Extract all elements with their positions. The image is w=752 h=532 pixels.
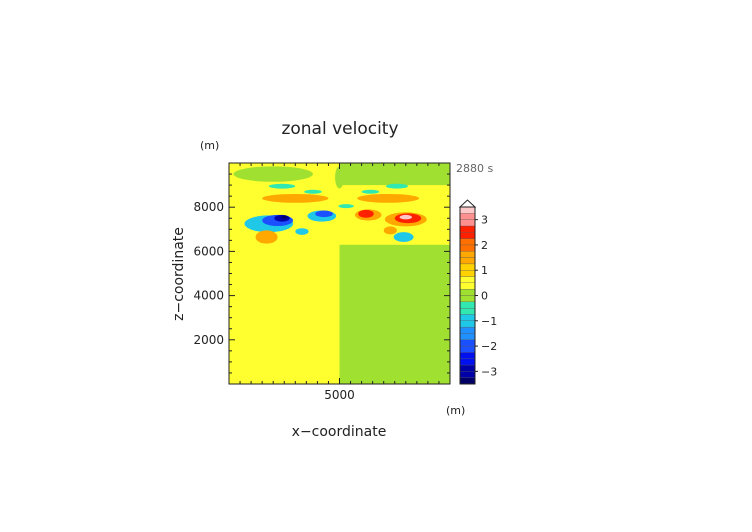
colorbar-tick-label: 3 <box>481 214 488 227</box>
velocity-contour <box>281 215 287 219</box>
colorbar-segment <box>459 345 476 353</box>
y-axis-label: z−coordinate <box>171 227 187 321</box>
velocity-contour <box>366 166 446 182</box>
colorbar-segment <box>459 364 476 372</box>
velocity-contour <box>304 189 322 194</box>
z-unit-label: (m) <box>200 139 219 152</box>
colorbar-segment <box>459 320 476 328</box>
colorbar-segment <box>459 251 476 258</box>
colorbar-segment <box>459 238 476 246</box>
colorbar-segment <box>459 339 476 347</box>
colorbar-segment <box>459 282 476 290</box>
z-tick-label: 2000 <box>193 333 224 347</box>
colorbar-segment <box>459 314 476 321</box>
colorbar-tick-label: 2 <box>481 239 488 252</box>
velocity-contour <box>255 230 278 244</box>
colorbar-segment <box>459 257 476 265</box>
colorbar-extend-arrow <box>458 199 477 208</box>
velocity-contour <box>274 214 290 222</box>
colorbar-segment <box>459 276 476 284</box>
colorbar-segment <box>459 232 476 239</box>
colorbar-tick-label: 0 <box>481 290 488 303</box>
colorbar-segment <box>459 352 476 359</box>
colorbar-segment <box>459 301 476 309</box>
velocity-contour <box>295 228 309 235</box>
velocity-contour <box>361 189 380 194</box>
colorbar-segment <box>459 326 476 334</box>
velocity-contour <box>268 183 296 189</box>
colorbar-tick-label: −3 <box>481 365 497 378</box>
colorbar-segment <box>459 225 476 233</box>
plot-area: 5000 2000 4000 6000 8000 <box>193 162 451 402</box>
velocity-contour <box>315 210 333 218</box>
velocity-field <box>229 163 450 384</box>
colorbar-tick-label: −2 <box>481 340 497 353</box>
velocity-contour <box>338 204 354 209</box>
velocity-contour <box>358 209 374 218</box>
colorbar-segment <box>459 289 476 296</box>
colorbar-segment <box>459 358 476 366</box>
velocity-contour <box>399 214 412 220</box>
z-tick-label: 4000 <box>193 289 224 303</box>
time-label: 2880 s <box>456 162 493 175</box>
velocity-contour <box>393 232 414 242</box>
velocity-contour <box>233 166 313 182</box>
colorbar-segment <box>459 206 476 214</box>
colorbar-segment <box>459 263 476 271</box>
velocity-contour <box>385 183 409 189</box>
colorbar-segment <box>459 377 476 385</box>
colorbar-segment <box>459 371 476 378</box>
colorbar-segment <box>459 295 476 302</box>
velocity-contour <box>357 193 420 203</box>
colorbar-segment <box>459 307 476 315</box>
z-tick-label: 6000 <box>193 244 224 258</box>
colorbar-tick-label: 1 <box>481 264 488 277</box>
axis-ticks: 5000 2000 4000 6000 8000 <box>193 162 451 402</box>
colorbar: 3 2 1 0 −1 −2 −3 <box>458 199 497 385</box>
colorbar-segment <box>459 213 476 220</box>
colorbar-segment <box>459 270 476 277</box>
colorbar-segment <box>459 219 476 227</box>
velocity-contour <box>383 226 397 235</box>
colorbar-segment <box>459 244 476 252</box>
x-unit-label: (m) <box>446 404 465 417</box>
colorbar-segment <box>459 333 476 340</box>
colorbar-tick-label: −1 <box>481 315 497 328</box>
x-tick-label: 5000 <box>324 388 355 402</box>
chart-title: zonal velocity <box>281 119 398 139</box>
z-tick-label: 8000 <box>193 200 224 214</box>
velocity-contour <box>335 166 344 189</box>
velocity-contour <box>262 193 329 203</box>
x-axis-label: x−coordinate <box>292 424 387 440</box>
